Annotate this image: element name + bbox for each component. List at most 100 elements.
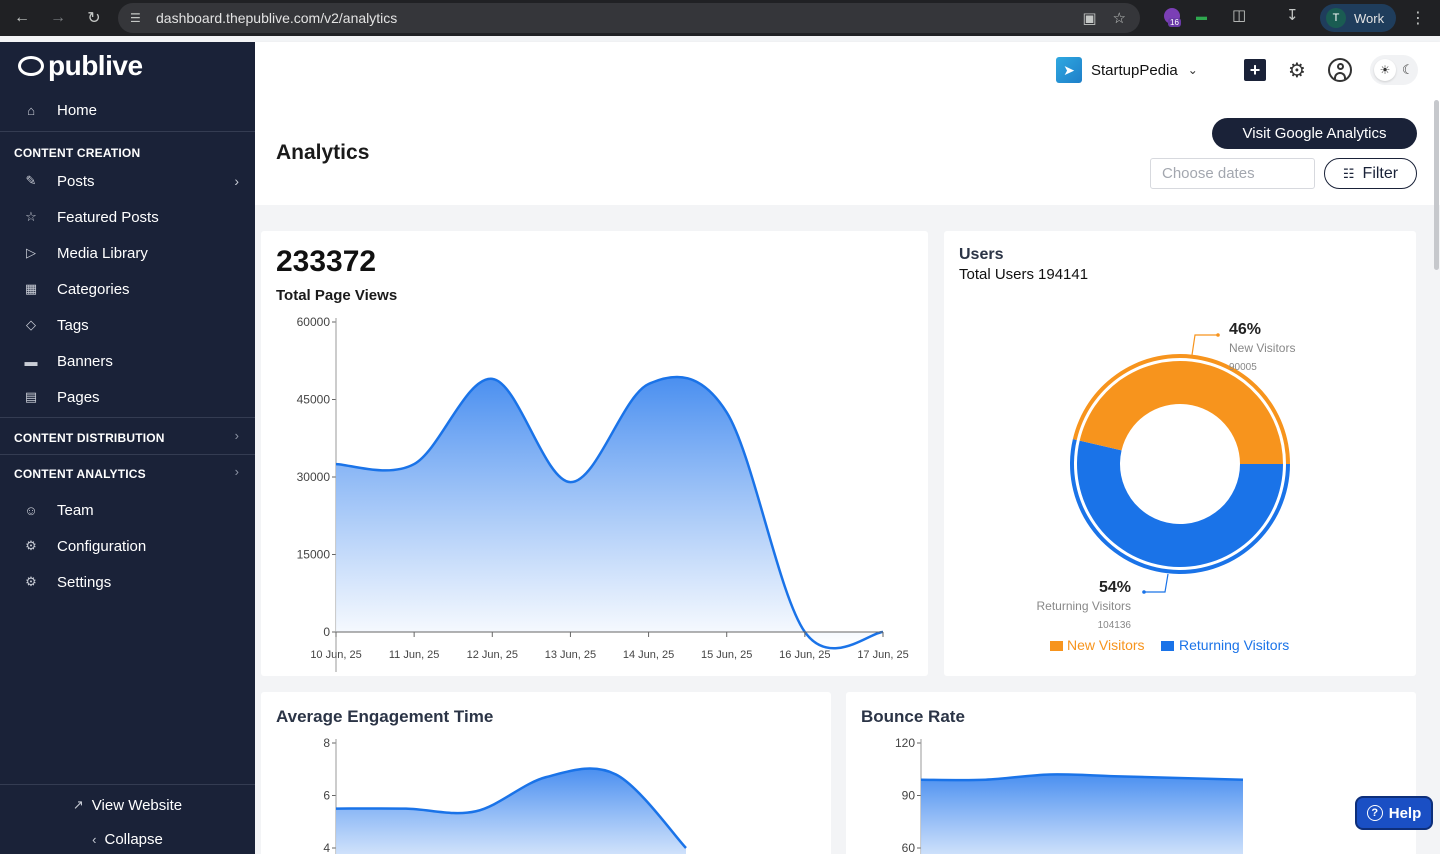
home-icon: ⌂ [27, 102, 35, 118]
chevron-down-icon: ⌄ [1187, 63, 1198, 77]
sidebar-item-posts[interactable]: ✎ Posts › [0, 163, 255, 199]
sidebar-item-label: Banners [57, 352, 113, 370]
new-visitors-count: 90005 [1229, 362, 1257, 373]
x-tick-label: 10 Jun, 25 [310, 649, 361, 661]
banner-icon: ▬ [24, 353, 38, 369]
chevron-left-icon: ‹ [92, 831, 97, 847]
extension-green-icon[interactable]: ▬ [1196, 11, 1207, 23]
users-card: Users Total Users 194141 46% New Visitors 9… [944, 231, 1416, 676]
help-label: Help [1388, 804, 1422, 822]
settings-icon: ⚙ [25, 574, 37, 589]
x-tick-label: 11 Jun, 25 [389, 649, 440, 661]
help-button[interactable]: ? Help [1355, 796, 1433, 830]
area-fill [336, 376, 883, 649]
sidebar-item-settings[interactable]: ⚙ Settings [0, 564, 255, 600]
workspace-name: StartupPedia [1091, 61, 1178, 79]
users-title: Users [959, 246, 1004, 263]
sidebar-item-label: Tags [57, 316, 89, 334]
back-icon[interactable]: ← [14, 9, 30, 26]
page-views-card: 233372 Total Page Views 0 15000 30000 45000… [261, 231, 928, 676]
x-tick-label: 14 Jun, 25 [623, 649, 674, 661]
y-tick-label: 8 [323, 736, 330, 750]
legend-swatch-returning [1161, 641, 1174, 651]
view-website-label: View Website [91, 796, 183, 814]
divider [0, 784, 255, 785]
bounce-chart: 60 90 120 [895, 736, 1244, 854]
page-icon: ▤ [24, 389, 38, 404]
x-tick-label: 13 Jun, 25 [545, 649, 596, 661]
scrollbar[interactable] [1434, 100, 1439, 270]
url-text[interactable]: dashboard.thepublive.com/v2/analytics [156, 10, 398, 26]
moon-icon[interactable]: ☾ [1402, 62, 1414, 77]
media-icon: ▷ [26, 245, 36, 260]
chevron-right-icon: › [234, 173, 239, 189]
add-button[interactable]: + [1244, 59, 1266, 81]
sidebar-item-tags[interactable]: ◇ Tags [0, 307, 255, 343]
y-tick-label: 45000 [297, 393, 331, 407]
chevron-right-icon[interactable]: › [234, 464, 239, 479]
sidebar-item-home[interactable]: ⌂ Home [0, 92, 255, 128]
sidebar-item-configuration[interactable]: ⚙ Configuration [0, 528, 255, 564]
sidebar-item-pages[interactable]: ▤ Pages [0, 379, 255, 415]
x-tick-label: 12 Jun, 25 [467, 649, 518, 661]
engagement-chart: 4 6 8 [323, 736, 687, 854]
series-line [335, 767, 687, 849]
rocket-icon: ➤ [1056, 57, 1082, 83]
y-tick-label: 4 [323, 841, 330, 854]
profile-chip[interactable]: T Work [1320, 4, 1396, 32]
visit-google-analytics-button[interactable]: Visit Google Analytics [1212, 118, 1417, 149]
bookmark-star-icon[interactable]: ☆ [1112, 10, 1126, 27]
sidebar-item-label: Featured Posts [57, 208, 159, 226]
extension-icon[interactable]: 16 [1164, 8, 1184, 28]
gear-icon[interactable]: ⚙ [1288, 59, 1306, 82]
section-content-distribution[interactable]: CONTENT DISTRIBUTION [14, 431, 165, 445]
sidebar-item-label: Settings [57, 573, 112, 591]
site-settings-icon[interactable]: ☰ [130, 11, 141, 25]
page-header: Analytics Visit Google Analytics ☷ Filte… [255, 99, 1440, 205]
team-icon: ☺ [24, 502, 38, 518]
sidebar-item-featured-posts[interactable]: ☆ Featured Posts [0, 199, 255, 235]
download-icon[interactable]: ↧ [1286, 7, 1299, 24]
returning-visitors-label: Returning Visitors [1037, 599, 1132, 613]
bounce-card: Bounce Rate 60 90 120 [846, 692, 1416, 854]
external-link-icon: ↗ [72, 797, 84, 812]
slice-new-visitors [1079, 361, 1283, 464]
browser-menu-icon[interactable]: ⋮ [1410, 10, 1426, 27]
forward-icon[interactable]: → [50, 9, 66, 26]
legend-swatch-new [1050, 641, 1063, 651]
legend-returning-visitors: Returning Visitors [1179, 637, 1289, 653]
chevron-right-icon[interactable]: › [234, 428, 239, 443]
users-donut-chart: 46% New Visitors 90005 54% Returning Visitor… [1037, 321, 1296, 653]
sidebar-item-categories[interactable]: ▦ Categories [0, 271, 255, 307]
sidebar-item-team[interactable]: ☺ Team [0, 492, 255, 528]
filter-label: Filter [1362, 164, 1399, 182]
install-app-icon[interactable]: ▣ [1082, 10, 1097, 27]
publive-logo[interactable]: publive [18, 50, 143, 82]
collapse-label: Collapse [104, 830, 163, 848]
section-content-analytics[interactable]: CONTENT ANALYTICS [14, 467, 146, 481]
user-profile-icon[interactable] [1328, 58, 1352, 82]
divider [0, 131, 255, 132]
theme-toggle[interactable]: ☀ ☾ [1370, 55, 1418, 85]
new-visitors-dot [1216, 333, 1220, 337]
x-tick-label: 16 Jun, 25 [779, 649, 830, 661]
address-bar[interactable]: ☰ dashboard.thepublive.com/v2/analytics … [118, 3, 1140, 33]
date-range-input[interactable] [1150, 158, 1315, 189]
reload-icon[interactable]: ↻ [87, 10, 101, 27]
sun-icon[interactable]: ☀ [1374, 59, 1396, 81]
logo-mark-icon [18, 56, 44, 76]
y-tick-label: 60 [902, 841, 916, 854]
view-website-link[interactable]: ↗ View Website [0, 794, 255, 816]
configuration-icon: ⚙ [25, 538, 37, 553]
sidebar-item-label: Pages [57, 388, 100, 406]
divider [0, 417, 255, 418]
workspace-selector[interactable]: ➤ StartupPedia ⌄ [1056, 57, 1198, 83]
sidebar-item-banners[interactable]: ▬ Banners [0, 343, 255, 379]
filter-button[interactable]: ☷ Filter [1324, 158, 1417, 189]
extensions-puzzle-icon[interactable]: ◫ [1232, 7, 1247, 24]
divider [0, 454, 255, 455]
sidebar-item-media-library[interactable]: ▷ Media Library [0, 235, 255, 271]
collapse-button[interactable]: ‹ Collapse [0, 828, 255, 850]
y-tick-label: 0 [323, 625, 330, 639]
help-icon: ? [1366, 805, 1383, 821]
